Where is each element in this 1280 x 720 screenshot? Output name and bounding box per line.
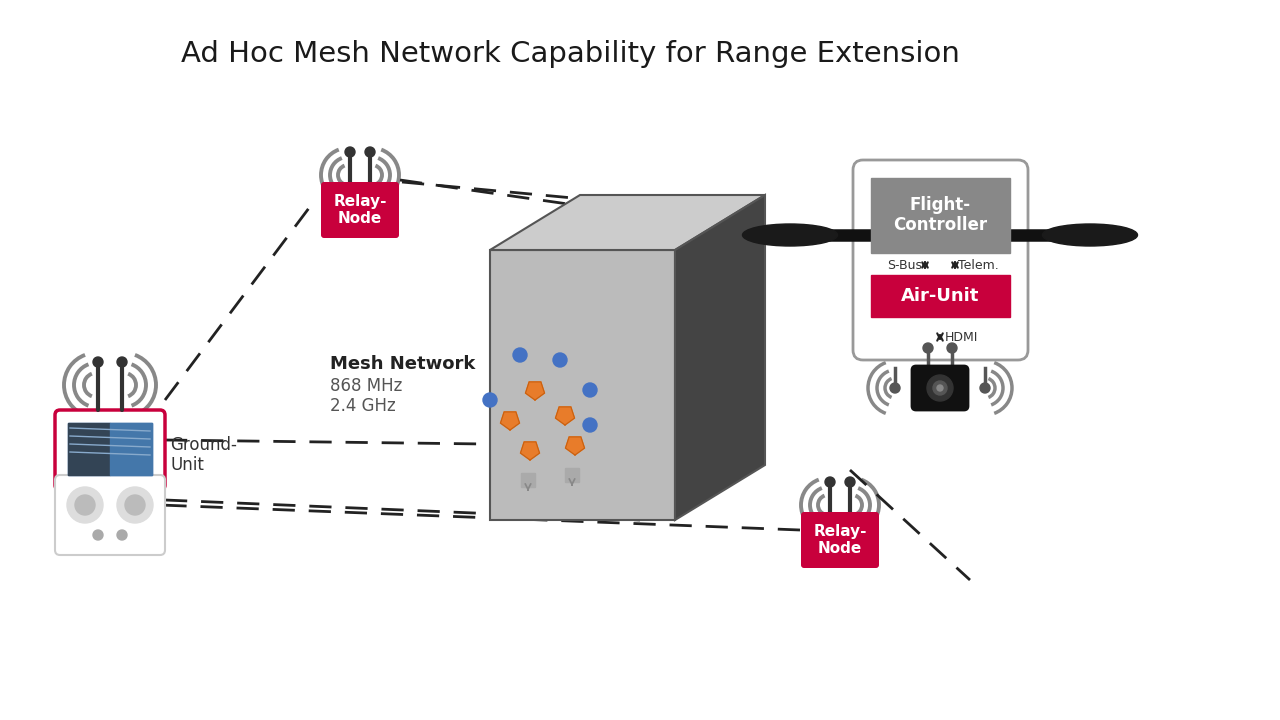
FancyBboxPatch shape xyxy=(911,366,968,410)
Text: Air-Unit: Air-Unit xyxy=(901,287,979,305)
Polygon shape xyxy=(526,382,544,400)
Bar xyxy=(68,423,110,475)
Bar xyxy=(521,473,535,487)
Text: Ground-
Unit: Ground- Unit xyxy=(170,436,237,474)
Text: 2.4 GHz: 2.4 GHz xyxy=(330,397,396,415)
Text: Relay-
Node: Relay- Node xyxy=(333,194,387,226)
Circle shape xyxy=(125,495,145,515)
Bar xyxy=(870,178,1010,253)
Ellipse shape xyxy=(1042,224,1138,246)
Bar xyxy=(1078,225,1102,241)
Circle shape xyxy=(582,383,596,397)
FancyBboxPatch shape xyxy=(55,475,165,555)
Text: Relay-
Node: Relay- Node xyxy=(813,524,867,556)
Circle shape xyxy=(890,383,900,393)
Polygon shape xyxy=(675,195,765,520)
Circle shape xyxy=(923,343,933,353)
Text: S-Bus: S-Bus xyxy=(887,258,922,271)
FancyBboxPatch shape xyxy=(801,512,879,568)
Polygon shape xyxy=(490,195,765,250)
Circle shape xyxy=(346,147,355,157)
Circle shape xyxy=(933,381,947,395)
Circle shape xyxy=(116,530,127,540)
Circle shape xyxy=(845,477,855,487)
Bar xyxy=(68,423,152,475)
Circle shape xyxy=(513,348,527,362)
Circle shape xyxy=(67,487,102,523)
Circle shape xyxy=(937,385,943,391)
Circle shape xyxy=(365,147,375,157)
Circle shape xyxy=(116,487,154,523)
Text: Mesh Network: Mesh Network xyxy=(330,355,475,373)
Bar xyxy=(778,225,803,241)
Circle shape xyxy=(582,418,596,432)
Bar xyxy=(870,275,1010,317)
Polygon shape xyxy=(490,250,675,520)
Text: 868 MHz: 868 MHz xyxy=(330,377,402,395)
Polygon shape xyxy=(500,412,520,430)
Circle shape xyxy=(927,375,954,401)
FancyBboxPatch shape xyxy=(55,410,165,490)
FancyBboxPatch shape xyxy=(852,160,1028,360)
Text: Telem.: Telem. xyxy=(957,258,998,271)
FancyBboxPatch shape xyxy=(321,182,399,238)
Text: HDMI: HDMI xyxy=(945,330,978,343)
Polygon shape xyxy=(556,407,575,425)
Circle shape xyxy=(947,343,957,353)
Bar xyxy=(110,423,152,475)
Circle shape xyxy=(93,357,102,367)
Circle shape xyxy=(980,383,989,393)
Text: Ad Hoc Mesh Network Capability for Range Extension: Ad Hoc Mesh Network Capability for Range… xyxy=(180,40,960,68)
Circle shape xyxy=(116,357,127,367)
Circle shape xyxy=(826,477,835,487)
Circle shape xyxy=(553,353,567,367)
Polygon shape xyxy=(566,437,585,455)
Ellipse shape xyxy=(742,224,837,246)
Text: Flight-
Controller: Flight- Controller xyxy=(893,196,987,235)
Polygon shape xyxy=(521,442,539,460)
Bar xyxy=(564,468,579,482)
Circle shape xyxy=(93,530,102,540)
Circle shape xyxy=(76,495,95,515)
Circle shape xyxy=(483,393,497,407)
